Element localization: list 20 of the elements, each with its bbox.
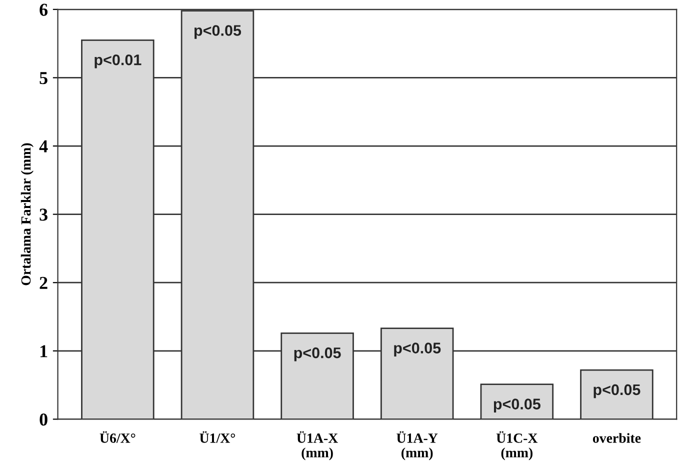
data-label: p<0.05 [194,25,242,39]
y-tick-label: 0 [40,413,48,426]
data-label: p<0.05 [494,398,540,412]
y-tick-label: 1 [40,345,48,358]
data-label: p<0.05 [294,347,341,362]
y-tick-label: 4 [39,140,48,152]
x-tick-label: Ü1C-X (mm) [496,431,538,460]
y-tick-label: 6 [40,4,48,16]
y-axis-title: Ortalama Farklar (mm) [20,143,34,286]
x-tick-label: Ü1/X° [200,431,236,443]
y-tick-label: 2 [40,276,48,289]
x-tick-label: overbite [592,433,641,443]
y-tick-label: 5 [40,72,48,84]
x-tick-label: Ü6/X° [100,431,136,443]
data-label: p<0.05 [594,384,640,398]
data-label: p<0.05 [394,342,441,356]
x-tick-label: Ü1A-X (mm) [296,431,338,460]
data-label: p<0.01 [94,54,142,68]
y-tick-label: 3 [40,208,48,221]
x-tick-label: Ü1A-Y (mm) [396,431,438,460]
